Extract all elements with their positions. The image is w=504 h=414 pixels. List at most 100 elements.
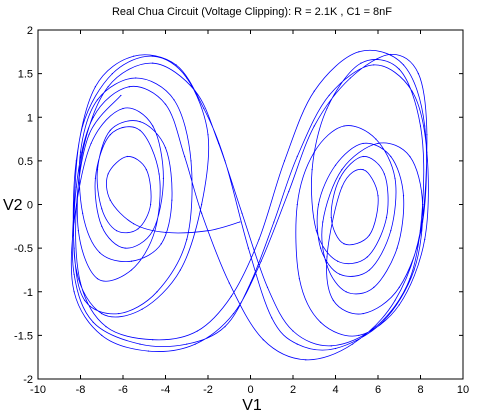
- data-point: [326, 264, 328, 267]
- data-point: [341, 186, 343, 188]
- data-point: [419, 230, 422, 232]
- data-point: [390, 155, 392, 158]
- data-point: [201, 212, 203, 214]
- data-point: [296, 343, 298, 345]
- data-point: [82, 212, 84, 214]
- y-tick-label: 1.5: [18, 69, 33, 81]
- data-point: [322, 221, 324, 223]
- x-tick-label: -10: [30, 384, 46, 396]
- data-point: [366, 256, 368, 258]
- data-point: [90, 142, 92, 145]
- data-point: [228, 282, 230, 284]
- data-point: [92, 116, 94, 118]
- data-point: [334, 347, 337, 350]
- data-point: [373, 286, 375, 288]
- data-point: [313, 90, 315, 92]
- data-point: [124, 247, 126, 249]
- data-point: [337, 260, 339, 262]
- data-point: [145, 169, 147, 171]
- data-point: [99, 251, 101, 254]
- data-point: [398, 304, 400, 306]
- data-point: [362, 142, 364, 145]
- data-point: [179, 269, 181, 271]
- data-point: [339, 273, 341, 275]
- data-point: [266, 286, 269, 288]
- data-point: [218, 142, 220, 145]
- y-axis-label: V2: [3, 197, 23, 214]
- data-point: [184, 155, 186, 158]
- data-point: [362, 169, 364, 171]
- data-point: [118, 312, 120, 315]
- data-point: [150, 203, 152, 206]
- data-point: [230, 295, 232, 297]
- data-point: [162, 177, 164, 179]
- data-point: [79, 282, 82, 284]
- data-point: [258, 238, 260, 240]
- data-point: [343, 243, 345, 245]
- data-point: [77, 230, 79, 232]
- ticks-layer: -10 -8 -6 -4 -2 0 2 4 6 8 10 -2 -1.5 -1 -0.5 0 0.5 1 1.5 2: [14, 25, 469, 396]
- data-point: [73, 273, 75, 275]
- data-point: [139, 343, 141, 345]
- data-point: [262, 339, 264, 341]
- series-line: [70, 49, 429, 361]
- data-point: [413, 269, 415, 271]
- x-tick-label: 4: [332, 384, 338, 396]
- data-point: [147, 350, 150, 352]
- plot-area: [38, 30, 463, 379]
- data-point: [362, 312, 364, 315]
- data-point: [373, 64, 375, 66]
- chart-title: Real Chua Circuit (Voltage Clipping): R …: [112, 6, 392, 18]
- data-point: [92, 321, 94, 323]
- data-point: [422, 203, 424, 206]
- x-axis-label: V1: [242, 397, 262, 414]
- data-point: [422, 221, 424, 223]
- data-point: [426, 134, 428, 136]
- data-point: [164, 147, 167, 149]
- data-point: [247, 247, 249, 249]
- data-point: [273, 221, 275, 223]
- data-point: [334, 164, 337, 166]
- data-point: [75, 186, 77, 188]
- data-point: [402, 64, 405, 66]
- data-point: [394, 177, 396, 179]
- data-point: [190, 160, 192, 162]
- y-tick-label: 0.5: [18, 156, 33, 168]
- x-tick-label: 8: [417, 384, 423, 396]
- data-point: [292, 330, 294, 332]
- series-layer: [70, 49, 429, 361]
- data-point: [133, 55, 135, 57]
- data-point: [411, 90, 413, 92]
- data-point: [385, 216, 388, 219]
- data-point: [409, 155, 411, 158]
- data-point: [315, 230, 317, 232]
- y-tick-label: 2: [27, 25, 33, 37]
- data-point: [351, 343, 354, 345]
- data-point: [79, 151, 82, 153]
- data-point: [358, 334, 360, 336]
- data-point: [116, 230, 118, 232]
- data-point: [152, 55, 154, 57]
- data-point: [360, 62, 362, 64]
- x-tick-label: 10: [457, 384, 469, 396]
- x-tick-label: -8: [76, 384, 86, 396]
- data-point: [137, 228, 139, 230]
- data-point: [207, 230, 209, 232]
- data-point: [96, 99, 99, 101]
- data-point: [201, 203, 203, 206]
- data-point: [419, 125, 422, 127]
- data-point: [73, 291, 75, 293]
- data-point: [224, 160, 226, 162]
- data-point: [196, 330, 198, 332]
- data-point: [73, 203, 75, 206]
- data-point: [313, 151, 315, 153]
- data-point: [164, 231, 167, 234]
- data-point: [194, 90, 196, 92]
- data-point: [94, 86, 96, 88]
- data-point: [96, 278, 99, 280]
- data-point: [349, 77, 351, 79]
- data-point: [75, 208, 77, 210]
- data-point: [75, 160, 77, 162]
- data-point: [368, 269, 371, 271]
- data-point: [368, 234, 371, 236]
